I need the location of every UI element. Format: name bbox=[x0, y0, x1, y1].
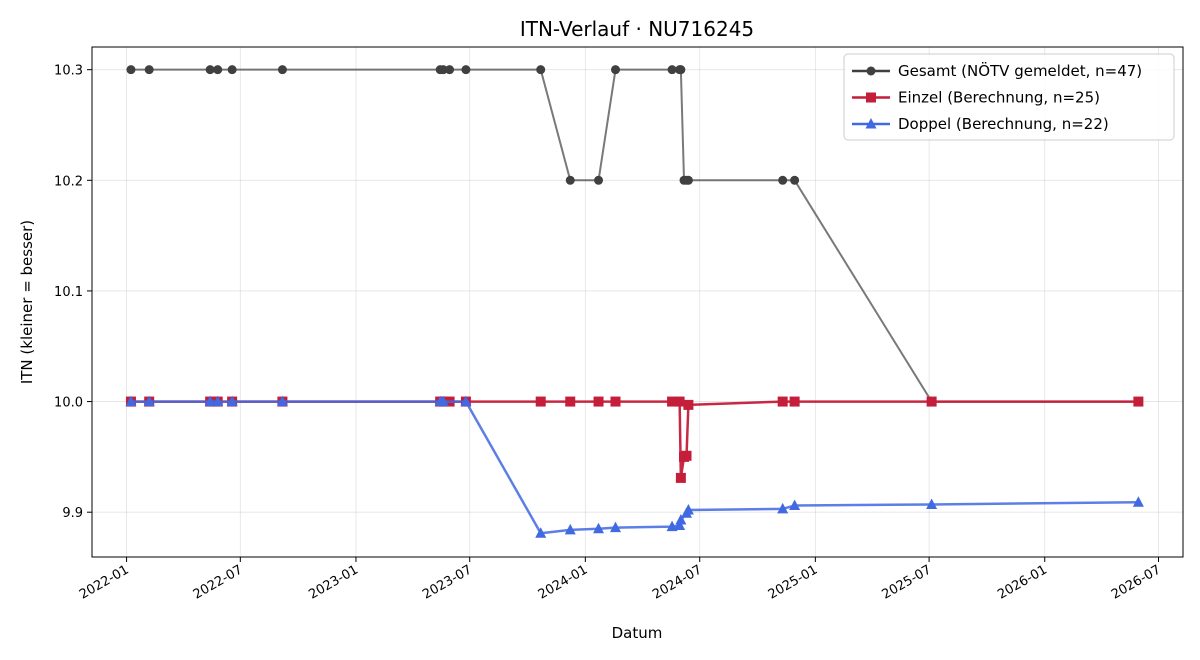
data-point bbox=[565, 175, 575, 185]
data-point bbox=[790, 175, 800, 185]
x-tick-label: 2022-01 bbox=[77, 562, 132, 602]
y-tick-label: 10.3 bbox=[54, 64, 83, 79]
y-tick-label: 10.2 bbox=[54, 174, 83, 189]
data-point bbox=[213, 65, 223, 75]
data-point bbox=[564, 523, 576, 535]
data-point bbox=[777, 396, 788, 407]
data-point bbox=[438, 65, 448, 75]
legend-item: Einzel (Berechnung, n=25) bbox=[852, 89, 1100, 107]
series-line bbox=[130, 400, 1139, 480]
data-point bbox=[445, 65, 455, 75]
data-point bbox=[683, 399, 694, 410]
series-triangle bbox=[125, 395, 1144, 538]
x-tick-label: 2026-01 bbox=[995, 562, 1050, 602]
x-tick-label: 2023-01 bbox=[306, 562, 361, 602]
x-tick-label: 2022-07 bbox=[191, 562, 246, 602]
data-point bbox=[144, 65, 154, 75]
data-point bbox=[593, 522, 605, 534]
data-point bbox=[610, 396, 621, 407]
data-point bbox=[125, 395, 137, 407]
data-point bbox=[674, 396, 685, 407]
data-point bbox=[611, 65, 621, 75]
x-tick-label: 2025-07 bbox=[880, 562, 935, 602]
data-point bbox=[789, 396, 800, 407]
data-point bbox=[778, 175, 788, 185]
data-point bbox=[674, 519, 686, 530]
legend-marker bbox=[865, 118, 877, 129]
plot-frame bbox=[91, 46, 1184, 558]
data-point bbox=[681, 450, 692, 461]
data-point bbox=[777, 502, 789, 514]
legend-label: Doppel (Berechnung, n=22) bbox=[898, 115, 1109, 133]
data-point bbox=[535, 396, 546, 407]
y-tick-label: 9.9 bbox=[62, 506, 83, 521]
data-point bbox=[1132, 496, 1144, 507]
y-tick-label: 10.1 bbox=[54, 285, 83, 300]
y-axis-label: ITN (kleiner = besser) bbox=[18, 220, 36, 384]
data-point bbox=[205, 65, 215, 75]
data-point bbox=[536, 65, 546, 75]
legend: Gesamt (NÖTV gemeldet, n=47) Einzel (Bere… bbox=[843, 53, 1175, 141]
data-point bbox=[593, 396, 604, 407]
data-point bbox=[683, 175, 693, 185]
data-point bbox=[143, 395, 155, 407]
data-point bbox=[675, 513, 687, 525]
data-point bbox=[610, 521, 622, 533]
data-point bbox=[276, 395, 288, 407]
x-axis-label: Datum bbox=[612, 624, 663, 642]
x-tick-label: 2024-01 bbox=[536, 562, 591, 602]
legend-box bbox=[843, 53, 1175, 141]
data-point bbox=[204, 395, 216, 407]
data-point bbox=[676, 65, 686, 75]
data-point bbox=[226, 395, 238, 407]
y-tick-label: 10.0 bbox=[54, 396, 83, 411]
data-point bbox=[126, 65, 136, 75]
legend-label: Gesamt (NÖTV gemeldet, n=47) bbox=[898, 61, 1142, 80]
data-point bbox=[1133, 396, 1144, 407]
data-point bbox=[565, 396, 576, 407]
legend-marker bbox=[866, 66, 876, 76]
data-point bbox=[667, 396, 678, 407]
data-point bbox=[212, 395, 224, 407]
legend-item: Doppel (Berechnung, n=22) bbox=[852, 115, 1109, 133]
legend-item: Gesamt (NÖTV gemeldet, n=47) bbox=[852, 61, 1142, 80]
x-tick-label: 2025-01 bbox=[766, 562, 821, 602]
series-line bbox=[130, 400, 1139, 535]
data-point bbox=[666, 520, 678, 532]
series-layer bbox=[125, 65, 1144, 538]
data-point bbox=[926, 396, 937, 407]
data-point bbox=[437, 395, 449, 407]
data-point bbox=[461, 65, 471, 75]
axes: 2022-01 2022-07 2023-01 2023-07 2024-01 2024-… bbox=[54, 64, 1163, 603]
data-point bbox=[277, 65, 287, 75]
data-point bbox=[682, 503, 694, 515]
data-point bbox=[535, 527, 547, 538]
data-point bbox=[594, 175, 604, 185]
x-tick-label: 2024-07 bbox=[650, 562, 705, 602]
series-circle bbox=[126, 65, 1143, 407]
data-point bbox=[926, 498, 938, 509]
data-point bbox=[789, 499, 801, 511]
series-square bbox=[125, 396, 1144, 483]
data-point bbox=[227, 65, 237, 75]
x-tick-label: 2026-07 bbox=[1109, 562, 1164, 602]
data-point bbox=[667, 65, 677, 75]
data-point bbox=[460, 395, 472, 407]
x-tick-label: 2023-07 bbox=[420, 562, 475, 602]
chart-title: ITN-Verlauf · NU716245 bbox=[520, 17, 754, 41]
legend-label: Einzel (Berechnung, n=25) bbox=[898, 89, 1100, 107]
legend-marker bbox=[866, 92, 876, 103]
data-point bbox=[675, 472, 686, 483]
